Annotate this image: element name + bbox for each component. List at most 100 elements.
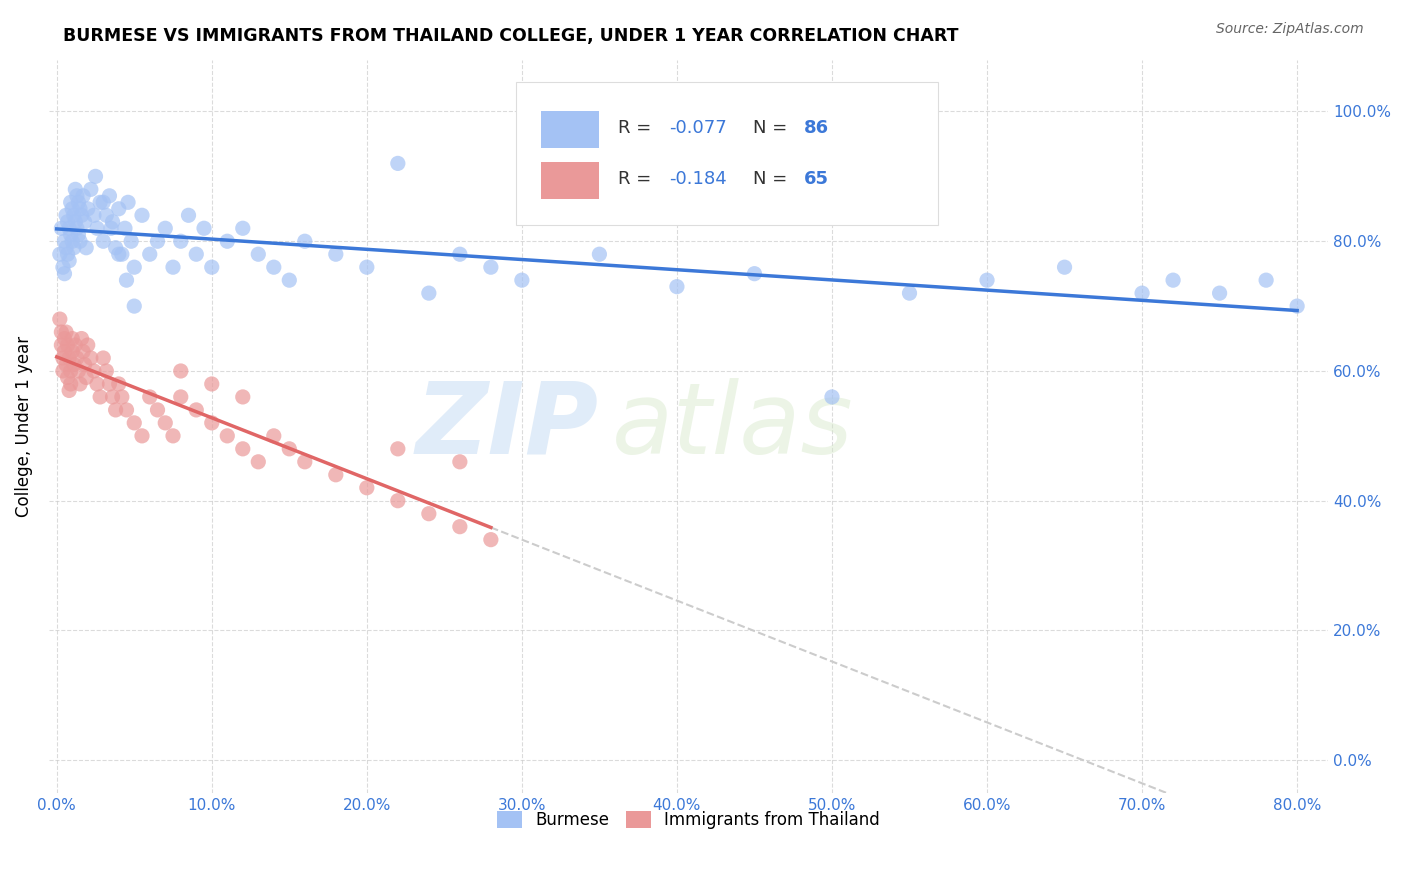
Point [62, 358, 84, 372]
Point [59, 376, 82, 391]
Point [278, 273, 301, 287]
Text: atlas: atlas [612, 377, 853, 475]
Point [89, 390, 111, 404]
Point [162, 429, 184, 443]
Point [67, 364, 90, 378]
Point [111, 247, 134, 261]
Point [263, 429, 285, 443]
Text: -0.184: -0.184 [669, 170, 727, 188]
Point [111, 390, 134, 404]
Point [52, 364, 75, 378]
Point [976, 273, 998, 287]
Point [232, 221, 254, 235]
Point [58, 351, 80, 365]
Point [247, 247, 270, 261]
Point [69, 234, 91, 248]
Point [66, 351, 89, 365]
Point [115, 273, 138, 287]
Point [69, 202, 91, 216]
Point [60, 234, 83, 248]
Point [232, 442, 254, 456]
Point [356, 260, 378, 275]
Point [201, 260, 224, 275]
Point [101, 215, 124, 229]
Point [84, 169, 107, 184]
Point [60, 344, 83, 359]
Point [294, 455, 316, 469]
Point [217, 429, 239, 443]
Point [53, 234, 76, 248]
Point [449, 247, 471, 261]
Point [122, 299, 145, 313]
FancyBboxPatch shape [541, 162, 599, 199]
Point [146, 234, 169, 248]
Point [186, 247, 208, 261]
Point [70, 208, 93, 222]
Point [58, 384, 80, 398]
Point [80, 351, 103, 365]
Point [1208, 286, 1230, 301]
Point [418, 286, 440, 301]
Point [72, 344, 94, 359]
Text: N =: N = [752, 119, 793, 136]
Point [65, 215, 87, 229]
Point [263, 260, 285, 275]
Point [60, 202, 83, 216]
Point [418, 507, 440, 521]
Point [59, 227, 82, 242]
Point [101, 390, 124, 404]
Point [91, 234, 114, 248]
Point [58, 221, 80, 235]
Text: ZIP: ZIP [416, 377, 599, 475]
Point [65, 182, 87, 196]
Point [62, 241, 84, 255]
Point [510, 273, 533, 287]
Point [139, 390, 162, 404]
Point [52, 351, 75, 365]
Point [98, 376, 121, 391]
Point [49, 312, 72, 326]
Point [665, 279, 688, 293]
Text: N =: N = [752, 170, 793, 188]
Point [83, 208, 105, 222]
Point [1286, 299, 1309, 313]
Point [66, 189, 89, 203]
Point [387, 442, 409, 456]
Point [247, 455, 270, 469]
Point [56, 215, 79, 229]
Point [59, 195, 82, 210]
Point [356, 481, 378, 495]
Point [325, 467, 347, 482]
Point [55, 358, 77, 372]
Point [53, 332, 76, 346]
Text: -0.077: -0.077 [669, 119, 727, 136]
Point [52, 260, 75, 275]
Point [114, 221, 136, 235]
Point [217, 234, 239, 248]
Point [449, 519, 471, 533]
Point [162, 260, 184, 275]
Point [70, 332, 93, 346]
Point [186, 403, 208, 417]
Point [122, 260, 145, 275]
Text: 65: 65 [804, 170, 828, 188]
Point [86, 221, 108, 235]
Point [120, 234, 142, 248]
Point [86, 376, 108, 391]
Point [53, 267, 76, 281]
Point [62, 208, 84, 222]
Point [1256, 273, 1278, 287]
Point [387, 493, 409, 508]
Point [193, 221, 215, 235]
Point [89, 195, 111, 210]
Point [67, 227, 90, 242]
Point [107, 376, 129, 391]
Point [72, 189, 94, 203]
Point [104, 403, 127, 417]
Point [51, 221, 73, 235]
Point [170, 364, 193, 378]
Point [56, 247, 79, 261]
Y-axis label: College, Under 1 year: College, Under 1 year [15, 335, 32, 516]
Point [146, 403, 169, 417]
Text: BURMESE VS IMMIGRANTS FROM THAILAND COLLEGE, UNDER 1 YEAR CORRELATION CHART: BURMESE VS IMMIGRANTS FROM THAILAND COLL… [63, 27, 959, 45]
